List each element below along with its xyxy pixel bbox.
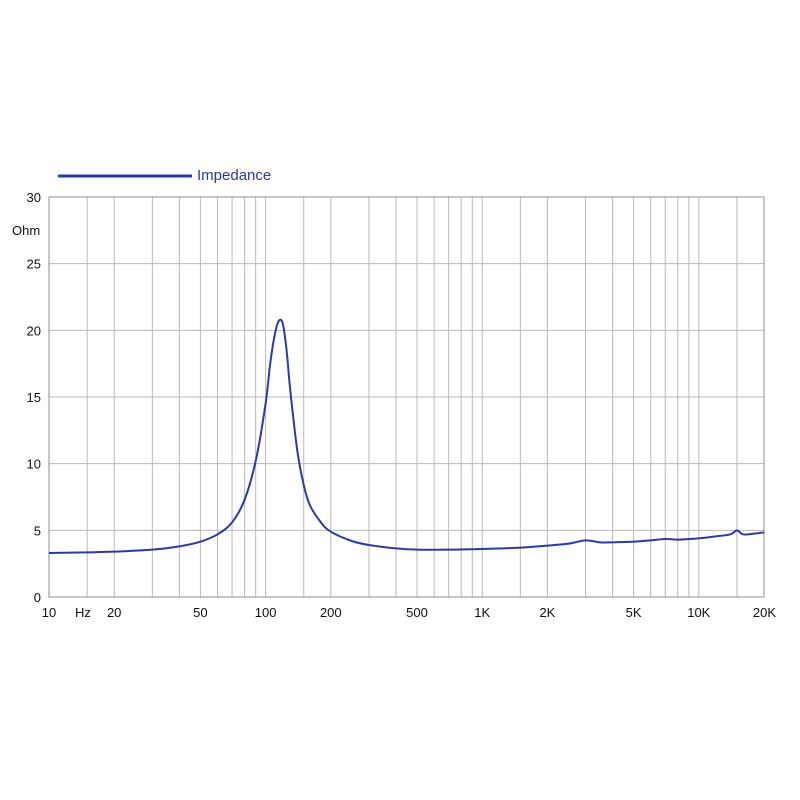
x-tick-label: 5K bbox=[626, 605, 642, 620]
y-tick-label: 25 bbox=[27, 257, 41, 272]
y-tick-label: 0 bbox=[34, 590, 41, 605]
x-tick-label: 10 bbox=[42, 605, 56, 620]
plot-frame bbox=[48, 196, 765, 598]
x-tick-label: 1K bbox=[474, 605, 490, 620]
y-tick-label: 5 bbox=[34, 523, 41, 538]
x-tick-label: 20K bbox=[753, 605, 776, 620]
y-tick-label: 15 bbox=[27, 390, 41, 405]
x-tick-label: 100 bbox=[255, 605, 277, 620]
x-tick-label: 50 bbox=[193, 605, 207, 620]
x-tick-label: 20 bbox=[107, 605, 121, 620]
y-tick-labels: 0 5 10 15 20 25 30 bbox=[27, 190, 41, 605]
legend: Impedance bbox=[58, 167, 271, 184]
x-tick-label: 2K bbox=[539, 605, 555, 620]
y-tick-label: 10 bbox=[27, 457, 41, 472]
x-axis-label: Hz bbox=[75, 605, 91, 620]
x-tick-labels: 10 20 50 100 200 500 1K 2K 5K 10K 20K bbox=[42, 605, 777, 620]
x-tick-label: 10K bbox=[687, 605, 710, 620]
y-tick-label: 20 bbox=[27, 323, 41, 338]
y-axis-label: Ohm bbox=[12, 223, 40, 238]
legend-label: Impedance bbox=[197, 167, 271, 184]
x-tick-label: 200 bbox=[320, 605, 342, 620]
x-tick-label: 500 bbox=[406, 605, 428, 620]
y-tick-label: 30 bbox=[27, 190, 41, 205]
impedance-line bbox=[48, 318, 765, 554]
grid-lines bbox=[48, 196, 765, 598]
